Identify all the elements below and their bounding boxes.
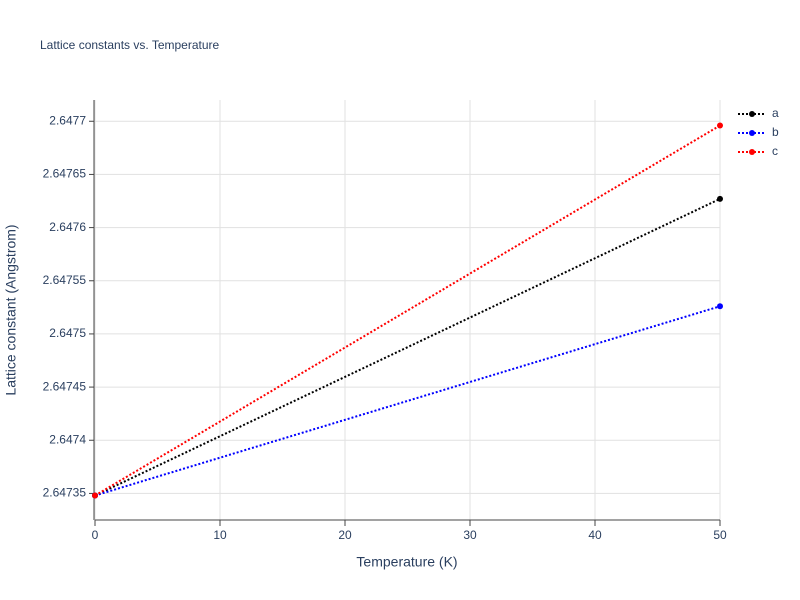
series-line	[94, 124, 721, 497]
y-tick-label: 2.6474	[49, 432, 86, 446]
legend-marker	[749, 111, 755, 117]
y-tick-label: 2.6475	[49, 326, 86, 340]
y-tick-label: 2.64735	[43, 486, 87, 500]
point	[717, 303, 723, 310]
y-axis-title: Lattice constant (Angstrom)	[3, 224, 19, 395]
x-tick-label: 50	[713, 528, 727, 542]
point	[717, 195, 723, 202]
chart-title: Lattice constants vs. Temperature	[40, 38, 220, 52]
x-tick-label: 20	[338, 528, 352, 542]
y-tick-label: 2.6476	[49, 220, 86, 234]
legend-label: c	[772, 144, 778, 158]
point	[717, 122, 723, 129]
y-tick-label: 2.64745	[43, 379, 87, 393]
y-tick-label: 2.64755	[43, 273, 87, 287]
series-line	[94, 197, 721, 497]
series-line	[94, 305, 721, 497]
point	[92, 492, 98, 499]
x-tick-label: 30	[463, 528, 477, 542]
x-tick-label: 40	[588, 528, 602, 542]
legend-label: b	[772, 125, 779, 139]
legend-marker	[749, 130, 755, 136]
y-tick-label: 2.64765	[43, 167, 87, 181]
y-tick-label: 2.6477	[49, 113, 86, 127]
x-tick-label: 10	[213, 528, 227, 542]
legend-marker	[749, 149, 755, 155]
x-axis-title: Temperature (K)	[356, 554, 457, 570]
x-tick-label: 0	[92, 528, 99, 542]
legend-label: a	[772, 106, 779, 120]
